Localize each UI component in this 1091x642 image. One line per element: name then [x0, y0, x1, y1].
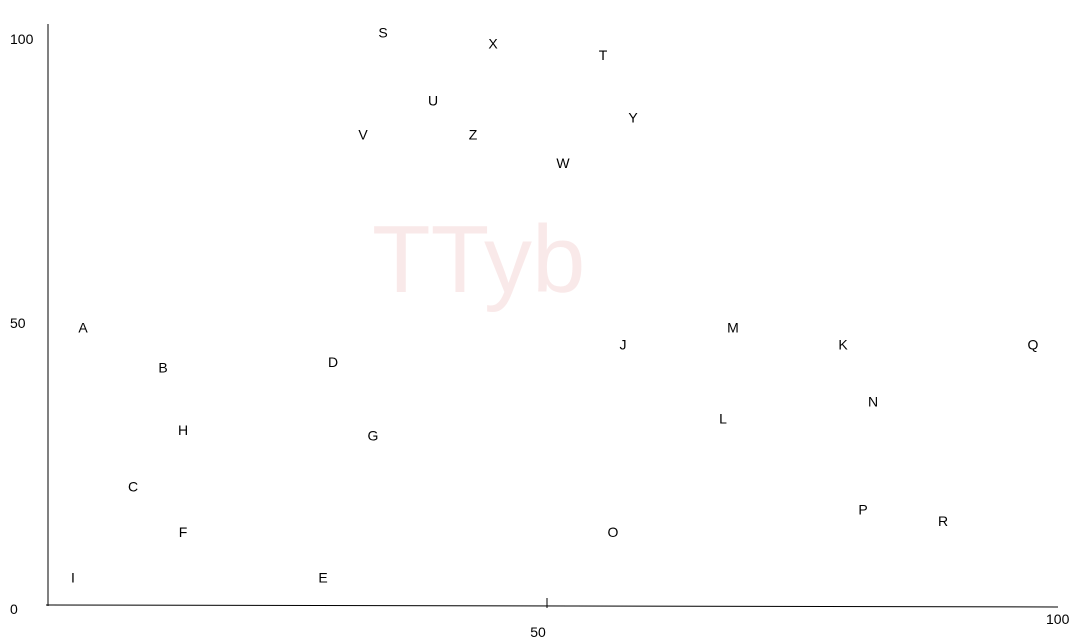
x-tick-label: 0: [10, 601, 18, 617]
point-labels: A B C D E F G H I J K L M N O P Q R S T U V W X Y Z: [71, 24, 1039, 585]
point-label-l: L: [719, 411, 727, 427]
point-label-r: R: [938, 513, 948, 529]
point-label-s: S: [378, 24, 387, 40]
point-label-p: P: [858, 501, 867, 517]
point-label-x: X: [488, 36, 498, 52]
point-label-e: E: [318, 570, 327, 586]
point-label-f: F: [179, 524, 188, 540]
point-label-w: W: [556, 155, 570, 171]
axis-ticks: 0 50 100 50 100: [10, 31, 1070, 640]
point-label-d: D: [328, 354, 338, 370]
point-label-b: B: [158, 359, 167, 375]
x-tick-label: 100: [1046, 611, 1070, 627]
point-label-n: N: [868, 394, 878, 410]
point-label-j: J: [620, 337, 627, 353]
x-axis: [45, 604, 1059, 608]
point-label-u: U: [428, 92, 438, 108]
point-label-h: H: [178, 422, 188, 438]
point-label-z: Z: [469, 127, 478, 143]
point-label-o: O: [608, 524, 619, 540]
point-label-q: Q: [1028, 337, 1039, 353]
point-label-c: C: [128, 479, 138, 495]
y-tick-label: 50: [10, 315, 26, 331]
point-label-m: M: [727, 320, 739, 336]
point-label-g: G: [368, 428, 379, 444]
x-tick-label: 50: [530, 624, 546, 640]
point-label-i: I: [71, 570, 75, 586]
point-label-a: A: [78, 320, 88, 336]
watermark: TTyb: [372, 206, 585, 313]
point-label-y: Y: [628, 110, 638, 126]
y-tick-label: 100: [10, 31, 34, 47]
point-label-t: T: [599, 47, 608, 63]
point-label-k: K: [838, 337, 848, 353]
point-label-v: V: [358, 127, 368, 143]
